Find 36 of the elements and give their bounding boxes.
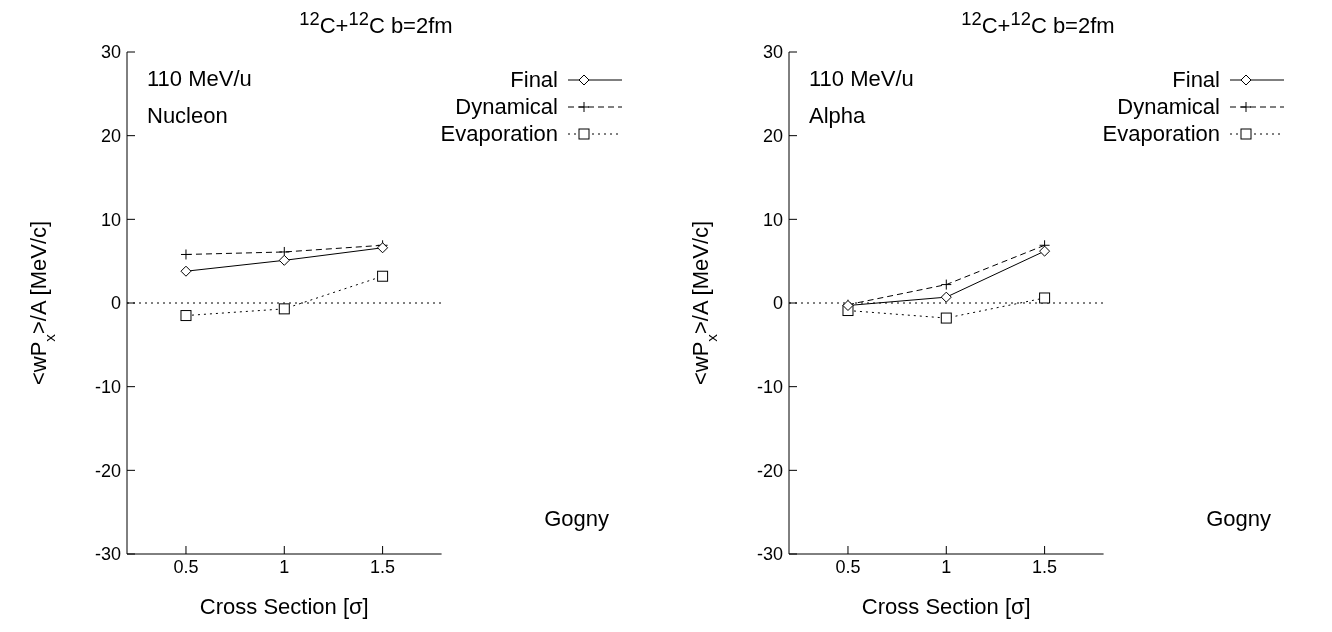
y-tick-label: 0 — [772, 293, 783, 314]
chart-title: $^{12}$C+$^{12}$C b=2fm — [298, 8, 454, 40]
annotation: 110 MeV/u — [809, 66, 914, 92]
x-tick-label: 1.5 — [1032, 556, 1058, 577]
chart-title: $^{12}$C+$^{12}$C b=2fm — [960, 8, 1116, 40]
x-tick-label: 1 — [279, 556, 290, 577]
x-tick-label: 0.5 — [173, 556, 199, 577]
y-tick-label: -10 — [94, 377, 121, 398]
legend-label: Dynamical — [455, 93, 558, 120]
x-axis-title: Cross Section [σ] — [861, 594, 1031, 619]
x-tick-label: 1.5 — [370, 556, 396, 577]
y-tick-label: 0 — [110, 293, 121, 314]
legend-label: Final — [510, 66, 558, 93]
legend-label: Final — [1172, 66, 1220, 93]
legend-label: Evaporation — [440, 120, 558, 147]
y-tick-label: -20 — [756, 460, 783, 481]
text: Gogny — [1206, 506, 1271, 532]
y-tick-label: 30 — [762, 42, 783, 63]
y-tick-label: -20 — [94, 460, 121, 481]
text: Gogny — [544, 506, 609, 532]
y-tick-label: 20 — [762, 126, 783, 147]
y-tick-label: 30 — [100, 42, 121, 63]
x-axis-title: Cross Section [σ] — [199, 594, 369, 619]
y-tick-label: -30 — [756, 544, 783, 565]
y-tick-label: 10 — [762, 209, 783, 230]
annotation: Alpha — [809, 103, 866, 129]
legend-label: Dynamical — [1117, 93, 1220, 120]
annotation: Nucleon — [147, 103, 228, 129]
y-tick-label: 10 — [100, 209, 121, 230]
y-tick-label: 20 — [100, 126, 121, 147]
y-tick-label: -30 — [94, 544, 121, 565]
annotation: 110 MeV/u — [147, 66, 252, 92]
x-tick-label: 1 — [941, 556, 952, 577]
legend-label: Evaporation — [1102, 120, 1220, 147]
y-tick-label: -10 — [756, 377, 783, 398]
x-tick-label: 0.5 — [835, 556, 861, 577]
